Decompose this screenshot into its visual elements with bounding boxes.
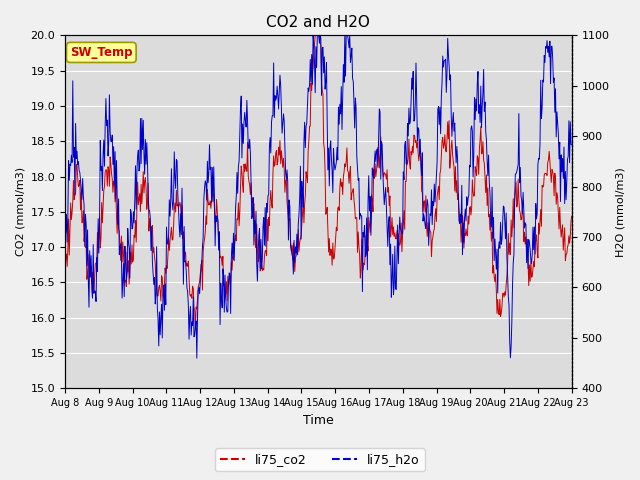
Text: SW_Temp: SW_Temp [70, 46, 132, 59]
li75_h2o [193, 355, 201, 361]
li75_co2 [396, 242, 404, 248]
li75_co2 [191, 327, 199, 333]
Line: li75_h2o: li75_h2o [65, 36, 572, 358]
li75_co2 [568, 213, 575, 219]
li75_co2 [61, 279, 69, 285]
li75_co2 [174, 201, 182, 207]
li75_h2o [174, 191, 182, 197]
Y-axis label: CO2 (mmol/m3): CO2 (mmol/m3) [15, 167, 25, 256]
li75_h2o [122, 279, 130, 285]
li75_h2o [70, 144, 78, 150]
li75_h2o [202, 178, 209, 184]
li75_h2o [381, 192, 389, 198]
li75_co2 [122, 284, 130, 289]
li75_co2 [70, 197, 78, 203]
li75_co2 [381, 171, 389, 177]
Legend: li75_co2, li75_h2o: li75_co2, li75_h2o [215, 448, 425, 471]
Y-axis label: H2O (mmol/m3): H2O (mmol/m3) [615, 167, 625, 257]
li75_co2 [312, 33, 319, 38]
li75_h2o [396, 214, 404, 220]
li75_h2o [309, 33, 317, 38]
li75_h2o [61, 231, 69, 237]
Title: CO2 and H2O: CO2 and H2O [266, 15, 371, 30]
li75_co2 [202, 229, 209, 235]
li75_h2o [568, 142, 575, 147]
X-axis label: Time: Time [303, 414, 333, 427]
Line: li75_co2: li75_co2 [65, 36, 572, 330]
